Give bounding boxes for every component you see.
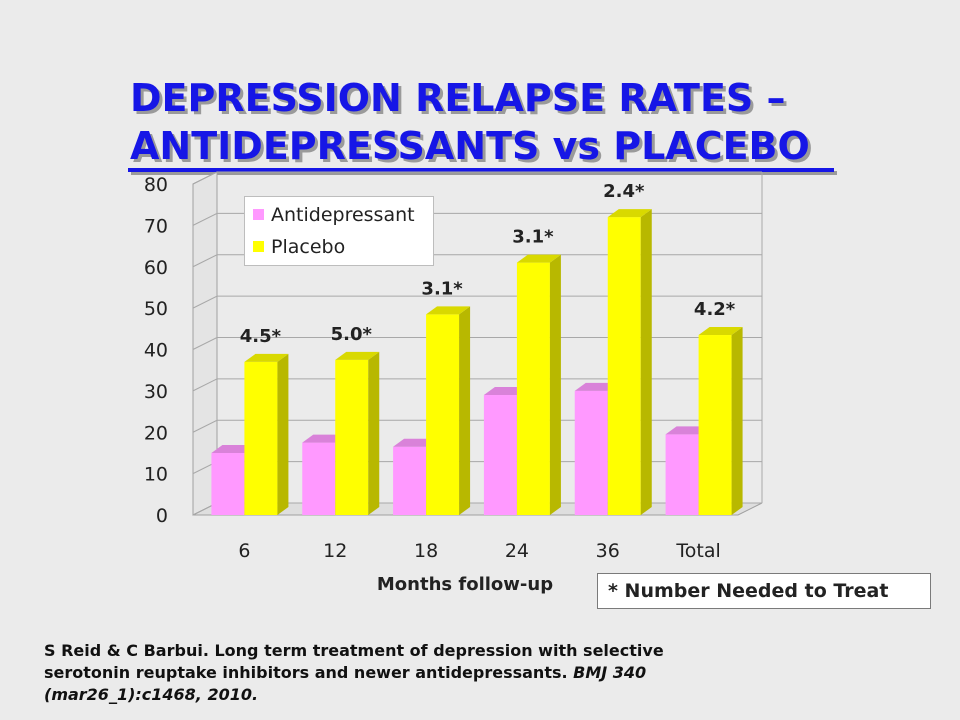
x-tick-label: 36 <box>596 540 620 562</box>
bar-side <box>368 351 380 515</box>
bar-side <box>549 254 561 516</box>
grid-line <box>192 295 762 309</box>
y-tick-label: 30 <box>144 381 168 403</box>
legend-label-placebo: Placebo <box>271 236 346 258</box>
bar-front <box>698 335 732 515</box>
bar-side <box>459 306 471 515</box>
nnt-label: 3.1* <box>512 227 554 248</box>
title-line-2: ANTIDEPRESSANTS vs PLACEBO <box>130 124 810 168</box>
bar-front <box>426 314 460 515</box>
nnt-label: 4.5* <box>240 326 282 347</box>
bar-placebo-36 <box>607 209 652 515</box>
y-tick-label: 0 <box>156 505 168 527</box>
bar-front <box>302 442 336 515</box>
grid-line <box>192 212 762 226</box>
x-tick-label: Total <box>675 540 720 562</box>
bar-front <box>516 262 550 515</box>
legend-item-placebo: Placebo <box>253 234 345 260</box>
y-tick-label: 10 <box>144 464 168 486</box>
x-axis-label: Months follow-up <box>377 574 553 595</box>
y-tick-label: 60 <box>144 257 168 279</box>
x-tick-label: 6 <box>238 540 250 562</box>
chart-legend: Antidepressant Placebo <box>244 196 434 266</box>
slide-title: DEPRESSION RELAPSE RATES – ANTIDEPRESSAN… <box>130 74 870 170</box>
x-tick-label: 24 <box>505 540 529 562</box>
legend-item-antidepressant: Antidepressant <box>253 202 415 228</box>
bar-placebo-Total <box>698 327 743 515</box>
y-tick-label: 50 <box>144 298 168 320</box>
bar-top <box>607 209 652 218</box>
citation-journal: BMJ 340 (mar26_1):c1468, 2010. <box>44 663 647 704</box>
bar-front <box>393 446 427 515</box>
bar-top <box>244 353 289 362</box>
x-tick-label: 18 <box>414 540 438 562</box>
bar-top <box>426 306 471 315</box>
bar-front <box>665 434 699 515</box>
bar-top <box>698 327 743 336</box>
y-tick-label: 40 <box>144 340 168 362</box>
nnt-note: * Number Needed to Treat <box>597 573 931 609</box>
y-tick-label: 70 <box>144 215 168 237</box>
y-tick-label: 20 <box>144 422 168 444</box>
y-tick-label: 80 <box>144 174 168 196</box>
x-tick-label: 12 <box>323 540 347 562</box>
grid-line <box>192 171 762 185</box>
nnt-label: 3.1* <box>421 278 463 299</box>
citation: S Reid & C Barbui. Long term treatment o… <box>44 640 684 706</box>
bar-placebo-6 <box>244 353 289 515</box>
bar-front <box>483 395 517 515</box>
citation-text: S Reid & C Barbui. Long term treatment o… <box>44 641 664 682</box>
bar-side <box>640 209 652 515</box>
bar-top <box>335 351 380 360</box>
bar-front <box>607 217 641 515</box>
bar-placebo-24 <box>516 254 561 516</box>
bar-front <box>335 359 369 515</box>
title-underline <box>128 168 834 172</box>
nnt-label: 4.2* <box>694 299 736 320</box>
bar-top <box>516 254 561 263</box>
bar-placebo-12 <box>335 351 380 515</box>
grid-line <box>192 254 762 268</box>
legend-swatch-antidepressant <box>253 209 264 220</box>
nnt-label: 2.4* <box>603 181 645 202</box>
nnt-label: 5.0* <box>331 324 373 345</box>
legend-label-antidepressant: Antidepressant <box>271 204 415 226</box>
relapse-bar-chart: 0 10 20 30 40 50 60 70 80 6 4.5* 12 5.0* 18 3.1* 24 3.1*… <box>144 171 763 595</box>
bar-front <box>211 452 245 515</box>
title-line-1: DEPRESSION RELAPSE RATES – <box>130 76 786 120</box>
bar-side <box>277 353 289 515</box>
bar-placebo-18 <box>426 306 471 515</box>
legend-swatch-placebo <box>253 241 264 252</box>
bar-side <box>731 327 743 515</box>
grid-line <box>192 378 762 392</box>
grid-line <box>192 337 762 350</box>
bar-front <box>574 390 608 515</box>
bar-front <box>244 361 278 515</box>
